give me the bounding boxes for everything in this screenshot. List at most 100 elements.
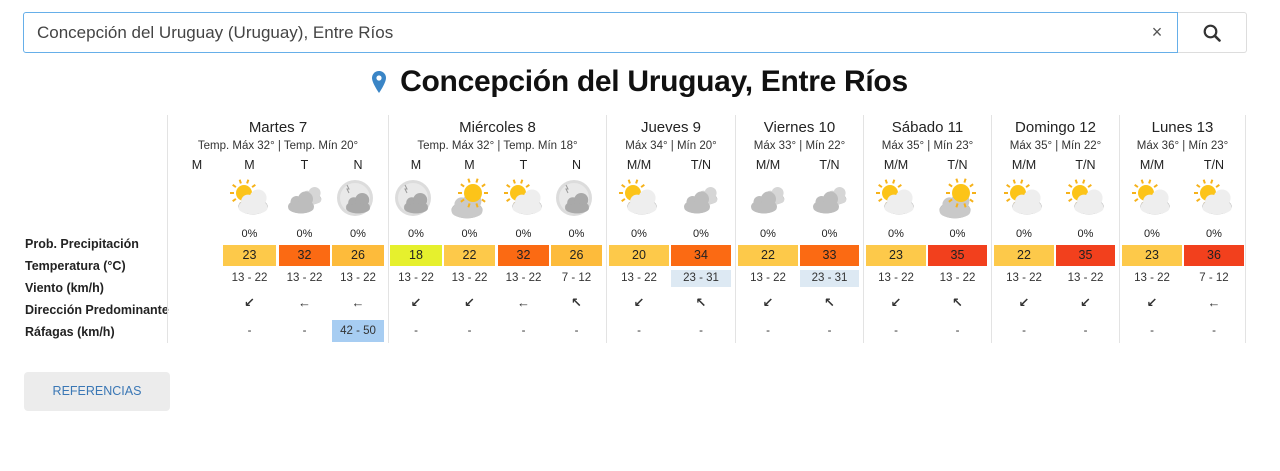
temperature-cell: 35 xyxy=(1056,245,1115,266)
wind-value: 13 - 22 xyxy=(398,272,434,284)
partly-sunny-icon xyxy=(222,178,277,220)
wind-direction-arrow-icon: ↖ xyxy=(550,295,603,311)
day-column: Miércoles 8 Temp. Máx 32° | Temp. Mín 18°… xyxy=(388,115,606,343)
direction-glyph: ↖ xyxy=(824,295,835,310)
cloudy-icon xyxy=(799,178,860,220)
wind-value: 13 - 22 xyxy=(1067,272,1104,284)
wind-value: 13 - 22 xyxy=(878,272,914,284)
period-label: M/M xyxy=(1139,158,1165,172)
gust-value: - xyxy=(1212,325,1216,337)
wind-direction-arrow-icon: ↙ xyxy=(443,295,496,311)
gust-value: - xyxy=(302,325,307,337)
wind-direction-arrow-icon: ↙ xyxy=(389,295,443,311)
period-column: T/N 0% 34 23 - 31 ↖ - xyxy=(670,115,732,343)
gust-value: - xyxy=(699,325,703,337)
period-label: M/M xyxy=(883,158,909,172)
wind-direction-arrow-icon: ↙ xyxy=(1055,295,1116,311)
temperature-cell: 34 xyxy=(671,245,731,266)
period-label: N xyxy=(571,158,582,172)
period-label: N xyxy=(353,158,363,172)
night-cloudy-icon xyxy=(331,178,385,220)
period-column: M 0% 23 13 - 22 ↙ - xyxy=(222,115,277,343)
gust-value: 42 - 50 xyxy=(332,320,384,342)
wind-direction-arrow-icon: ← xyxy=(278,295,331,310)
search-input[interactable] xyxy=(37,13,1117,52)
sun-cloud-icon xyxy=(443,178,496,220)
page-title: Concepción del Uruguay, Entre Ríos xyxy=(400,65,908,98)
precip-value: 0% xyxy=(1206,228,1222,240)
period-label: T/N xyxy=(1075,158,1096,172)
wind-value: 13 - 22 xyxy=(750,272,786,284)
period-column: T/N 0% 35 13 - 22 ↖ - xyxy=(927,115,988,343)
clear-search-button[interactable]: × xyxy=(1151,22,1163,42)
direction-glyph: ↙ xyxy=(1146,295,1158,310)
wind-value: 23 - 31 xyxy=(800,270,859,287)
precip-value: 0% xyxy=(296,228,313,240)
wind-direction-arrow-icon: ↙ xyxy=(865,295,927,311)
wind-value: 23 - 31 xyxy=(671,270,731,287)
references-button[interactable]: REFERENCIAS xyxy=(24,372,170,411)
temperature-cell: 23 xyxy=(223,245,276,266)
search-button[interactable] xyxy=(1178,12,1247,53)
temperature-cell: 35 xyxy=(928,245,987,266)
precip-value: 0% xyxy=(568,228,585,240)
period-label: M/M xyxy=(626,158,652,172)
period-column: M xyxy=(167,115,227,343)
wind-value: 13 - 22 xyxy=(286,272,323,284)
day-temp-range: Máx 33° | Mín 22° xyxy=(753,140,846,152)
label-gusts: Ráfagas (km/h) xyxy=(25,325,115,339)
partly-sunny-icon xyxy=(865,178,927,220)
day-temp-range: Máx 36° | Mín 23° xyxy=(1136,140,1229,152)
wind-value: 7 - 12 xyxy=(1199,272,1229,284)
cloudy-icon xyxy=(670,178,732,220)
gust-value: - xyxy=(247,325,252,337)
precip-value: 0% xyxy=(1016,228,1032,240)
precip-value: 0% xyxy=(461,228,478,240)
temperature-cell: 33 xyxy=(800,245,859,266)
wind-value: 13 - 22 xyxy=(621,272,657,284)
period-column: M/M 0% 23 13 - 22 ↙ - xyxy=(865,115,927,343)
partly-sunny-icon xyxy=(1055,178,1116,220)
direction-glyph: ↙ xyxy=(244,295,255,310)
precip-value: 0% xyxy=(760,228,776,240)
wind-direction-arrow-icon: ↙ xyxy=(737,295,799,311)
wind-direction-arrow-icon: ↙ xyxy=(222,295,277,311)
period-label: M xyxy=(244,158,255,172)
gust-value: - xyxy=(827,325,832,337)
temperature-cell: 18 xyxy=(390,245,442,266)
direction-glyph: ← xyxy=(517,295,530,310)
wind-value: 7 - 12 xyxy=(561,272,592,284)
period-column: M 0% 22 13 - 22 ↙ - xyxy=(443,115,496,343)
day-column: Jueves 9 Máx 34° | Mín 20° M/M 0% 20 13 - 22… xyxy=(606,115,735,343)
precip-value: 0% xyxy=(241,228,258,240)
period-label: M xyxy=(191,158,203,172)
day-name: Jueves 9 xyxy=(640,119,702,136)
direction-glyph: ↙ xyxy=(1018,295,1030,310)
wind-direction-arrow-icon: ← xyxy=(1183,295,1245,310)
label-direction: Dirección Predominante xyxy=(25,303,169,317)
direction-glyph: ↖ xyxy=(695,295,707,310)
period-column: M/M 0% 22 13 - 22 ↙ - xyxy=(993,115,1055,343)
day-temp-range: Máx 35° | Mín 23° xyxy=(881,140,974,152)
day-name: Lunes 13 xyxy=(1151,119,1214,136)
page-title-wrap: Concepción del Uruguay, Entre Ríos xyxy=(0,65,1280,101)
direction-glyph: ↙ xyxy=(633,295,645,310)
period-column: N 0% 26 7 - 12 ↖ - xyxy=(550,115,603,343)
direction-glyph: ↙ xyxy=(410,295,422,310)
wind-direction-arrow-icon: ↙ xyxy=(993,295,1055,311)
direction-glyph: ↙ xyxy=(890,295,902,310)
day-column: Lunes 13 Máx 36° | Mín 23° M/M 0% 23 13 - 22… xyxy=(1119,115,1246,343)
night-cloudy-icon xyxy=(550,178,603,220)
day-temp-range: Temp. Máx 32° | Temp. Mín 18° xyxy=(417,140,578,152)
period-label: T/N xyxy=(947,158,968,172)
temperature-cell: 26 xyxy=(551,245,602,266)
temperature-cell: 23 xyxy=(1122,245,1182,266)
temperature-cell: 22 xyxy=(738,245,798,266)
day-name: Miércoles 8 xyxy=(459,119,536,136)
wind-direction-arrow-icon: ← xyxy=(331,295,385,310)
period-label: M/M xyxy=(755,158,781,172)
precip-value: 0% xyxy=(888,228,904,240)
label-temperature: Temperatura (°C) xyxy=(25,259,126,273)
direction-glyph: ↖ xyxy=(571,295,582,310)
day-temp-range: Máx 34° | Mín 20° xyxy=(625,140,717,152)
